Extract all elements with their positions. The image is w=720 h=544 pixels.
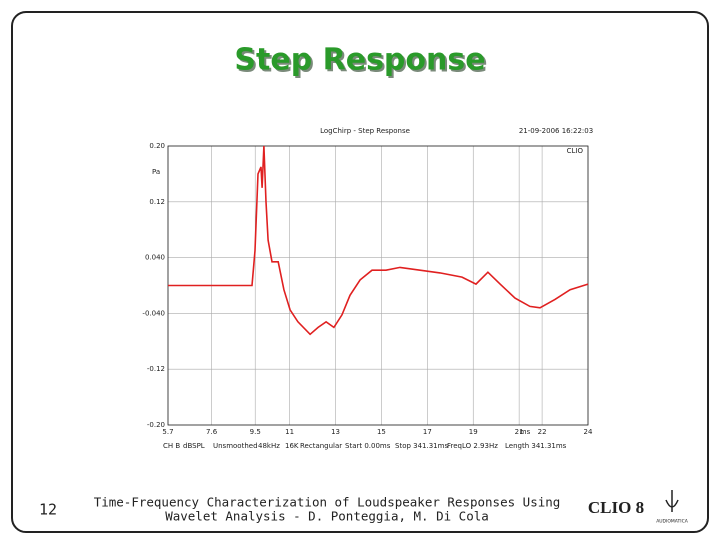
logo-sub: AUDIOMATICA [656, 519, 689, 525]
y-axis-label: Pa [152, 168, 160, 176]
page-number: 12 [39, 501, 57, 519]
title-shadow: Step Response [236, 45, 487, 80]
footer-line: Time-Frequency Characterization of Louds… [94, 495, 561, 510]
info-label: FreqLO 2.93Hz [447, 442, 498, 450]
x-tick-label: 21 [515, 428, 524, 436]
x-tick-label: 5.7 [162, 428, 173, 436]
x-tick-label: 19 [469, 428, 478, 436]
x-tick-label: 24 [584, 428, 593, 436]
data-line [168, 145, 589, 336]
x-tick-label: 17 [423, 428, 432, 436]
slide-frame [11, 11, 709, 533]
y-tick-label: 0.040 [145, 254, 165, 262]
y-tick-label: 0.20 [149, 142, 165, 150]
x-tick-label: 7.6 [206, 428, 218, 436]
footer-line: Wavelet Analysis - D. Ponteggia, M. Di C… [165, 509, 489, 524]
brand: CLIO [567, 147, 584, 155]
info-label: Start 0.00ms [345, 442, 391, 450]
info-label: 16K [285, 442, 299, 450]
info-label: CH B [163, 442, 180, 450]
info-label: Stop 341.31ms [395, 442, 448, 450]
x-tick-label: 15 [377, 428, 386, 436]
y-tick-label: 0.12 [149, 198, 165, 206]
chart-title: LogChirp - Step Response [320, 127, 410, 135]
x-tick-label: 9.5 [250, 428, 261, 436]
info-label: Length 341.31ms [505, 442, 567, 450]
info-label: Unsmoothed [213, 442, 258, 450]
logo: CLIO 8 [588, 498, 644, 517]
info-label: 48kHz [258, 442, 280, 450]
info-label: dBSPL [183, 442, 205, 450]
x-tick-label: 13 [331, 428, 340, 436]
logo-icon [665, 490, 679, 512]
y-tick-label: -0.040 [142, 309, 165, 317]
x-axis-label: ms [520, 428, 531, 436]
x-tick-label: 22 [538, 428, 547, 436]
info-label: Rectangular [300, 442, 342, 450]
x-tick-label: 11 [285, 428, 294, 436]
y-tick-label: -0.12 [147, 365, 165, 373]
y-tick-label: -0.20 [147, 421, 165, 429]
timestamp: 21-09-2006 16:22:03 [519, 127, 593, 135]
slide-title: Step Response [234, 43, 485, 78]
